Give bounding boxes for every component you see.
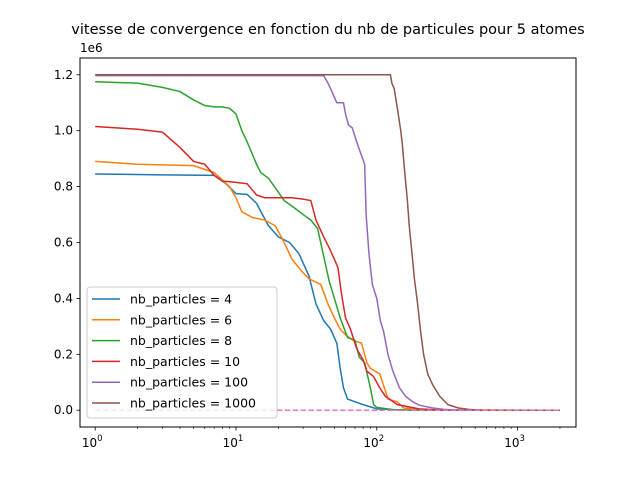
legend-label: nb_particles = 100: [130, 375, 248, 390]
legend: nb_particles = 4 nb_particles = 6 nb_parti…: [86, 286, 278, 419]
x-tick-exponent: 2: [379, 434, 384, 444]
series-line-1: [95, 160, 560, 411]
y-tick-label: 0.2: [54, 347, 73, 361]
y-axis: 0.0 0.2 0.4 0.6 0.8 1.0 1.2: [54, 68, 80, 417]
legend-label: nb_particles = 1000: [130, 396, 256, 411]
y-tick-label: 1.0: [54, 124, 73, 138]
legend-label: nb_particles = 4: [130, 292, 232, 307]
y-tick-label: 0.6: [54, 236, 73, 250]
x-tick-exponent: 3: [520, 434, 525, 444]
series-line-3: [95, 125, 560, 411]
legend-box: [86, 286, 278, 419]
legend-label: nb_particles = 10: [130, 354, 240, 369]
x-tick-exponent: 0: [97, 434, 102, 444]
series-layer: [95, 74, 560, 411]
y-tick-label: 0.0: [54, 403, 73, 417]
series-line-0: [95, 173, 560, 411]
chart-title: vitesse de convergence en fonction du nb…: [71, 22, 584, 38]
x-tick-exponent: 1: [238, 434, 243, 444]
y-tick-label: 0.4: [54, 291, 73, 305]
y-offset-label: 1e6: [80, 41, 103, 55]
series-line-5: [95, 74, 560, 411]
y-tick-label: 1.2: [54, 68, 73, 82]
y-tick-label: 0.8: [54, 180, 73, 194]
legend-label: nb_particles = 8: [130, 333, 232, 348]
series-line-4: [95, 74, 560, 411]
legend-label: nb_particles = 6: [130, 312, 232, 327]
